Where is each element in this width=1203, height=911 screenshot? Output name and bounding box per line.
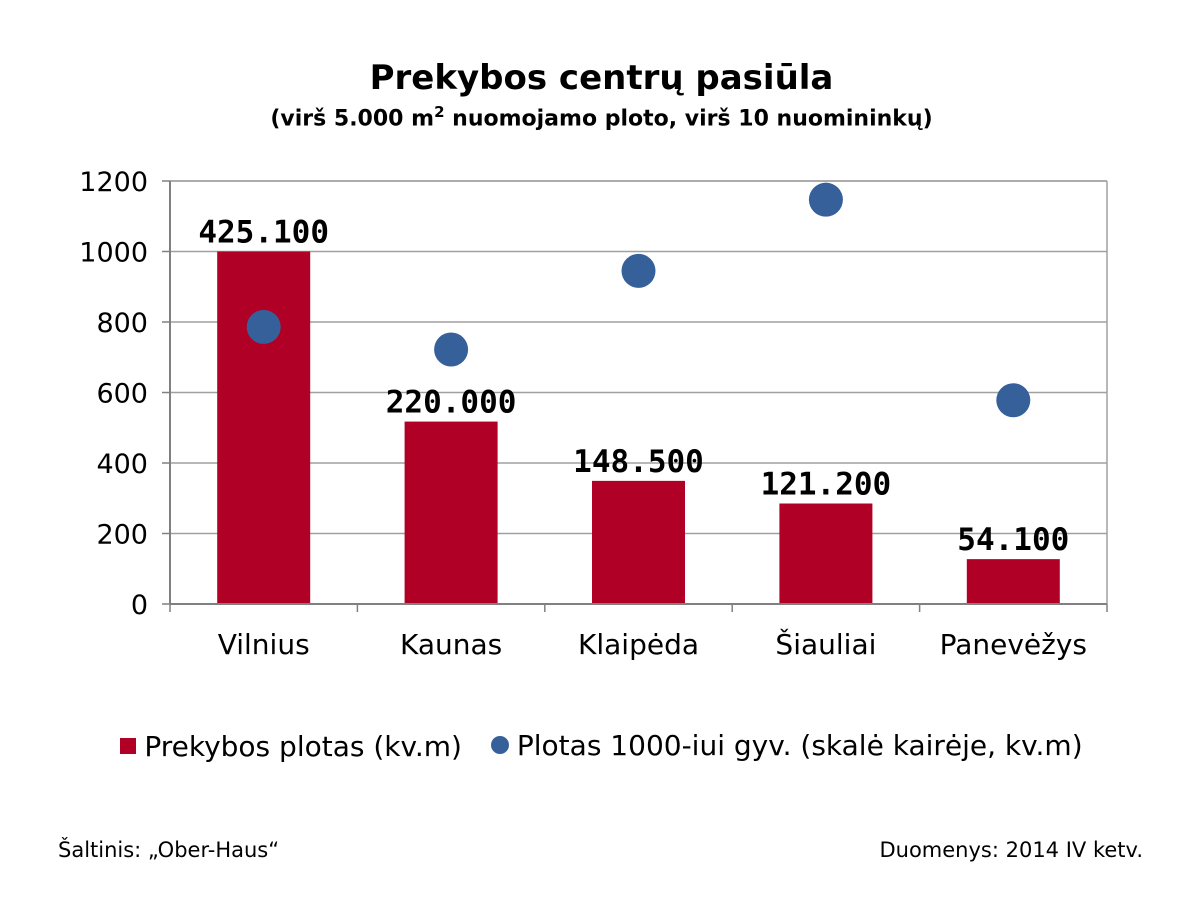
- bar: [217, 251, 311, 604]
- x-category-label: Kaunas: [400, 628, 502, 661]
- x-category-label: Panevėžys: [940, 628, 1087, 661]
- y-tick-label: 1000: [79, 238, 148, 269]
- legend-bar-label: Prekybos plotas (kv.m): [144, 729, 462, 763]
- scatter-point: [621, 253, 656, 288]
- scatter-point: [996, 383, 1031, 418]
- chart-subtitle: (virš 5.000 m2 nuomojamo ploto, virš 10 …: [0, 103, 1203, 131]
- scatter-point: [246, 309, 281, 344]
- scatter-point: [808, 182, 843, 217]
- y-tick-label: 1200: [79, 167, 148, 198]
- bar: [966, 559, 1060, 604]
- y-tick-label: 800: [96, 308, 148, 339]
- bar: [404, 421, 498, 604]
- axes: 0 200 400 600 800 1000 1200 Vilnius Kaunas Klaipė…: [79, 167, 1108, 661]
- data-period-note: Duomenys: 2014 IV ketv.: [879, 838, 1143, 862]
- bar-data-label: 121.200: [761, 466, 892, 502]
- scatter-series: [246, 182, 1031, 418]
- legend-dot-swatch: [490, 736, 509, 754]
- x-category-label: Klaipėda: [578, 628, 699, 661]
- y-tick-label: 0: [131, 590, 148, 621]
- scatter-point: [434, 332, 469, 367]
- bar-data-label: 425.100: [198, 215, 329, 251]
- bar-data-label: 54.100: [957, 522, 1069, 558]
- bar: [779, 503, 873, 604]
- legend-item-dots: Plotas 1000-iui gyv. (skalė kairėje, kv.…: [490, 728, 1083, 762]
- y-tick-label: 200: [96, 520, 148, 551]
- x-category-label: Šiauliai: [775, 627, 876, 661]
- legend-dot-label: Plotas 1000-iui gyv. (skalė kairėje, kv.…: [516, 728, 1083, 762]
- chart-legend: Prekybos plotas (kv.m) Plotas 1000-iui g…: [0, 728, 1203, 763]
- bar-series: [217, 251, 1060, 604]
- bar: [592, 480, 685, 604]
- y-tick-label: 600: [96, 379, 148, 410]
- subtitle-text-end: nuomojamo ploto, virš 10 nuomininkų): [444, 106, 933, 132]
- bar-data-label: 220.000: [386, 385, 517, 421]
- y-tick-label: 400: [96, 449, 148, 480]
- legend-bar-swatch: [120, 738, 137, 754]
- x-category-label: Vilnius: [218, 628, 310, 661]
- legend-item-bars: Prekybos plotas (kv.m): [120, 730, 462, 763]
- data-labels: 425.100 220.000 148.500 121.200 54.100: [198, 215, 1069, 559]
- subtitle-superscript: 2: [434, 103, 445, 121]
- chart-title: Prekybos centrų pasiūla: [369, 58, 834, 98]
- source-note: Šaltinis: „Ober-Haus“: [58, 838, 280, 862]
- subtitle-text-start: (virš 5.000 m: [270, 106, 435, 132]
- bar-data-label: 148.500: [573, 444, 704, 480]
